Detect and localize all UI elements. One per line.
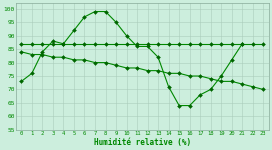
- X-axis label: Humidité relative (%): Humidité relative (%): [94, 138, 191, 147]
